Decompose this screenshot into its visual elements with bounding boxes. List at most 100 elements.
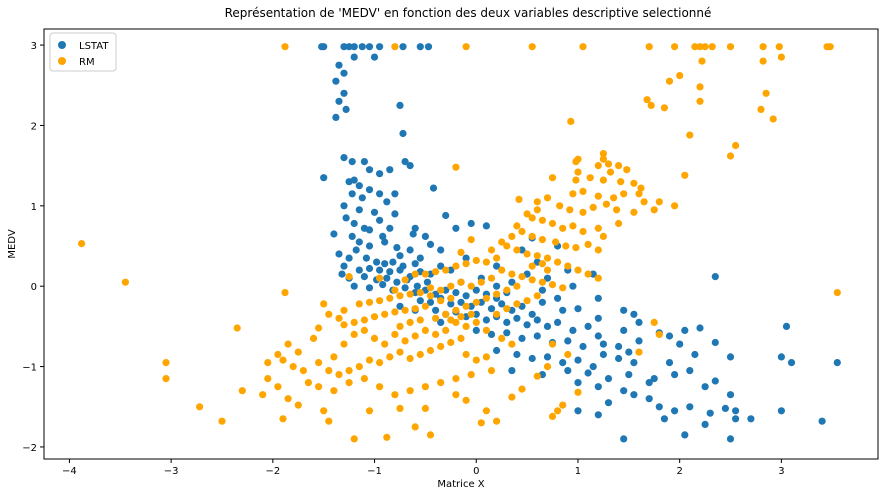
point-rm (777, 53, 786, 61)
point-rm (645, 43, 653, 51)
point-rm (564, 350, 572, 359)
point-rm (396, 348, 404, 356)
point-lstat (396, 302, 404, 310)
point-lstat (782, 322, 791, 330)
point-rm (340, 306, 348, 314)
point-rm (437, 379, 445, 387)
point-rm (462, 350, 470, 359)
point-lstat (574, 305, 582, 313)
point-rm (411, 423, 419, 431)
point-lstat (381, 260, 389, 268)
point-rm (579, 227, 587, 236)
point-lstat (554, 294, 562, 302)
point-rm (665, 77, 674, 85)
point-lstat (665, 359, 674, 367)
point-lstat (594, 314, 602, 322)
point-rm (315, 359, 323, 367)
point-lstat (696, 324, 704, 332)
point-lstat (423, 278, 431, 286)
point-lstat (482, 222, 490, 230)
point-rm (340, 340, 348, 348)
point-rm (162, 359, 170, 367)
point-rm (365, 298, 374, 306)
point-rm (437, 286, 445, 294)
point-rm (635, 348, 643, 356)
point-rm (826, 43, 834, 51)
point-rm (477, 419, 485, 427)
point-lstat (442, 286, 450, 294)
point-rm (533, 252, 541, 260)
point-rm (401, 306, 409, 314)
point-lstat (472, 326, 480, 334)
point-lstat (543, 353, 552, 361)
point-lstat (383, 274, 391, 282)
point-lstat (318, 43, 326, 51)
y-axis: −2 −1 0 1 2 3 (22, 41, 44, 454)
point-rm (411, 305, 419, 313)
point-lstat (432, 306, 440, 314)
point-lstat (655, 403, 663, 411)
point-rm (320, 300, 328, 308)
point-lstat (528, 354, 536, 363)
point-lstat (493, 346, 501, 355)
point-lstat (747, 415, 755, 423)
point-lstat (569, 326, 577, 334)
point-rm (457, 248, 465, 256)
point-lstat (671, 371, 679, 379)
point-lstat (508, 367, 516, 375)
point-lstat (340, 202, 348, 210)
point-rm (548, 174, 557, 182)
point-rm (554, 407, 562, 415)
point-rm (462, 322, 470, 330)
point-rm (567, 117, 575, 125)
point-lstat (355, 206, 363, 214)
point-rm (552, 238, 560, 246)
point-rm (233, 324, 241, 332)
point-lstat (503, 318, 511, 326)
point-rm (259, 391, 267, 399)
point-rm (655, 198, 663, 206)
point-rm (279, 356, 287, 364)
point-lstat (320, 174, 328, 182)
point-lstat (393, 278, 401, 286)
point-rm (538, 216, 547, 224)
point-rm (320, 407, 328, 415)
point-lstat (389, 258, 397, 266)
point-lstat (498, 300, 506, 308)
point-rm (655, 330, 663, 338)
point-rm (294, 401, 302, 409)
point-rm (426, 284, 435, 292)
point-rm (467, 282, 475, 290)
point-rm (671, 202, 679, 210)
point-lstat (447, 300, 455, 308)
point-lstat (360, 158, 368, 166)
point-lstat (373, 258, 381, 266)
point-rm (376, 274, 384, 282)
point-lstat (442, 211, 450, 220)
y-axis-label: MEDV (7, 229, 18, 258)
point-lstat (365, 284, 374, 292)
point-rm (391, 286, 399, 294)
point-rm (538, 278, 547, 286)
point-rm (365, 407, 374, 415)
point-lstat (706, 409, 714, 417)
point-rm (482, 353, 490, 361)
point-lstat (686, 403, 694, 411)
point-lstat (604, 399, 613, 407)
point-lstat (487, 330, 496, 338)
point-rm (447, 316, 455, 324)
point-lstat (676, 340, 684, 348)
point-lstat (620, 387, 628, 395)
point-rm (467, 236, 475, 244)
point-lstat (362, 254, 370, 262)
legend-label-rm: RM (79, 57, 95, 68)
point-lstat (538, 298, 547, 306)
point-rm (421, 326, 429, 334)
point-lstat (335, 61, 343, 69)
point-rm (630, 179, 638, 187)
point-rm (584, 240, 592, 248)
point-lstat (620, 326, 628, 334)
point-lstat (513, 350, 521, 359)
point-rm (340, 321, 348, 329)
point-rm (528, 262, 536, 270)
